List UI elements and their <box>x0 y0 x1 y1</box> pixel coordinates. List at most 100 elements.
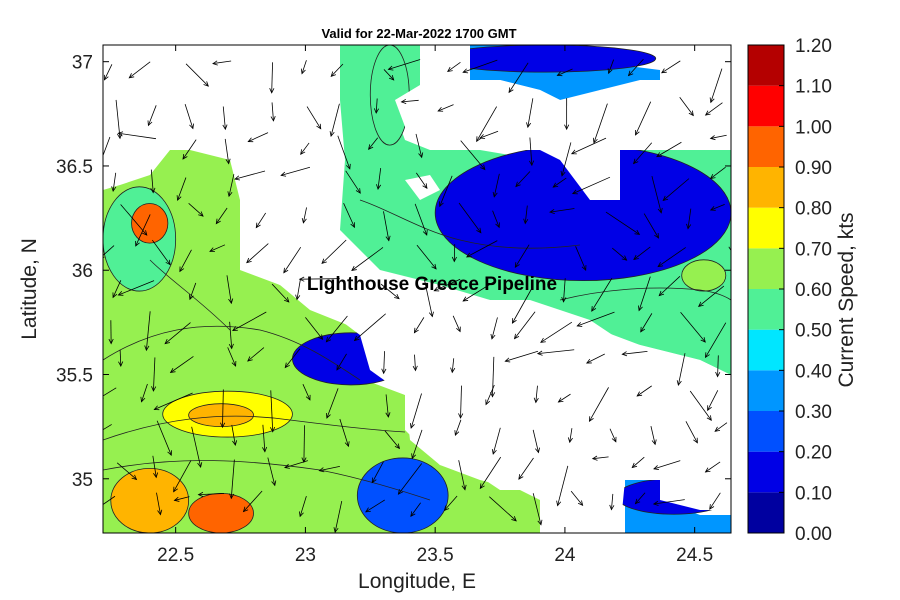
current-vector <box>508 62 529 94</box>
current-vector <box>280 166 311 177</box>
x-tick-label: 23 <box>295 545 316 566</box>
current-vector <box>656 141 682 158</box>
current-vector <box>179 249 192 273</box>
current-vector <box>686 208 692 230</box>
current-vector <box>337 135 351 170</box>
current-vector <box>454 419 462 437</box>
colorbar-tick-label: 0.80 <box>795 199 832 220</box>
current-vector <box>633 142 653 165</box>
land-peloponnese <box>103 45 731 533</box>
current-vector <box>479 456 502 490</box>
current-vector <box>564 98 570 131</box>
current-vector <box>173 496 190 502</box>
current-vector <box>452 315 461 333</box>
current-vector <box>270 102 276 122</box>
current-vector <box>111 172 117 192</box>
current-vector <box>306 106 322 130</box>
current-vector <box>298 496 307 518</box>
current-vector <box>191 426 203 468</box>
current-vector <box>284 460 308 469</box>
current-vector <box>176 177 187 202</box>
current-vector <box>462 59 498 74</box>
current-vector <box>197 491 225 497</box>
current-vector <box>661 60 681 74</box>
current-vector <box>570 490 584 507</box>
current-vector <box>255 212 267 229</box>
current-vector <box>485 384 495 406</box>
x-tick-label: 23.5 <box>417 545 454 566</box>
current-vector <box>224 138 231 165</box>
colorbar-segment <box>748 248 784 289</box>
colorbar-tick-label: 0.40 <box>795 361 832 382</box>
current-vector <box>540 321 573 343</box>
current-vector <box>118 349 124 367</box>
current-vector <box>447 62 461 73</box>
current-vector <box>226 275 234 305</box>
speed-region-2 <box>131 203 169 244</box>
current-vector <box>443 495 458 512</box>
colorbar-segment <box>748 85 784 127</box>
current-vector <box>117 131 157 140</box>
current-vector <box>410 502 421 517</box>
plot-frame <box>102 44 732 534</box>
current-vector <box>458 460 467 491</box>
current-vector <box>302 384 311 401</box>
current-vector <box>184 103 194 130</box>
current-vector <box>336 353 347 371</box>
current-vector <box>591 277 613 312</box>
current-vector <box>689 390 712 421</box>
current-vector <box>588 387 609 423</box>
colorbar-tick-label: 0.70 <box>795 239 832 260</box>
current-vector <box>709 492 721 510</box>
current-vector <box>491 427 501 455</box>
current-vector <box>609 493 615 511</box>
current-vector <box>373 98 380 114</box>
current-vector <box>321 239 347 265</box>
current-vector <box>353 313 386 342</box>
current-vector <box>414 203 428 236</box>
current-vector <box>439 175 453 208</box>
current-vector <box>607 59 615 75</box>
current-vector <box>709 204 725 211</box>
current-vector <box>592 103 608 144</box>
current-vector <box>365 499 385 513</box>
current-vector <box>140 383 148 403</box>
current-vector <box>570 137 607 155</box>
current-vector <box>532 429 540 454</box>
current-vectors <box>103 58 731 533</box>
current-vector <box>415 133 424 159</box>
current-vector <box>387 59 421 71</box>
current-vector <box>549 208 575 214</box>
y-tick-label: 37 <box>72 53 93 74</box>
current-vector <box>380 283 400 300</box>
current-vector <box>462 281 495 302</box>
current-vector <box>556 465 569 507</box>
current-vector <box>383 211 391 242</box>
current-vector <box>633 246 651 261</box>
current-vector <box>188 282 197 301</box>
current-vector <box>680 312 706 343</box>
speed-region-12 <box>681 259 727 292</box>
contour-line-5 <box>559 287 731 301</box>
current-vector <box>212 60 232 66</box>
current-vector <box>300 142 310 155</box>
current-vector <box>368 137 379 150</box>
current-vector <box>638 276 651 312</box>
current-vector <box>450 358 456 374</box>
colorbar-segment <box>748 329 784 371</box>
current-vector <box>560 142 572 177</box>
current-vector <box>571 176 611 195</box>
colorbar-tick-label: 0.10 <box>795 483 832 504</box>
current-vector <box>476 106 497 143</box>
contour-line-6 <box>149 259 231 331</box>
current-vector <box>103 136 111 157</box>
current-vector <box>151 239 171 266</box>
current-vector <box>333 501 343 533</box>
current-vector <box>376 168 382 190</box>
current-vector <box>103 245 115 258</box>
current-vector <box>652 499 685 506</box>
colorbar-segment <box>748 492 784 533</box>
current-vector <box>460 140 486 171</box>
current-vector <box>151 357 157 392</box>
